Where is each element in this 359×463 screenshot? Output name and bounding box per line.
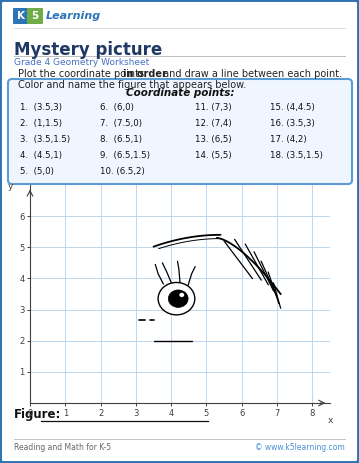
Text: x: x [327,416,333,425]
Text: y: y [8,182,13,191]
Text: Color and name the figure that appears below.: Color and name the figure that appears b… [18,80,246,90]
Text: 15. (4,4.5): 15. (4,4.5) [270,103,315,112]
Text: Mystery picture: Mystery picture [14,41,162,59]
FancyBboxPatch shape [27,8,43,24]
Circle shape [158,282,195,315]
Text: 5: 5 [31,11,39,21]
Text: 13. (6,5): 13. (6,5) [195,135,232,144]
Text: 12. (7,4): 12. (7,4) [195,119,232,128]
Text: 17. (4,2): 17. (4,2) [270,135,307,144]
Text: 6.  (6,0): 6. (6,0) [100,103,134,112]
Text: 18. (3.5,1.5): 18. (3.5,1.5) [270,151,323,160]
Text: 10. (6.5,2): 10. (6.5,2) [100,167,145,176]
Text: 3.  (3.5,1.5): 3. (3.5,1.5) [20,135,70,144]
Text: 4.  (4.5,1): 4. (4.5,1) [20,151,62,160]
Text: Figure:: Figure: [14,408,61,421]
Text: Plot the coordinate points: Plot the coordinate points [18,69,147,79]
Text: 9.  (6.5,1.5): 9. (6.5,1.5) [100,151,150,160]
Text: Coordinate points:: Coordinate points: [126,88,234,98]
Text: 2.  (1,1.5): 2. (1,1.5) [20,119,62,128]
Text: 5.  (5,0): 5. (5,0) [20,167,54,176]
Text: 8.  (6.5,1): 8. (6.5,1) [100,135,142,144]
Text: 11. (7,3): 11. (7,3) [195,103,232,112]
Text: Learning: Learning [46,11,101,21]
Circle shape [179,293,184,297]
Text: Reading and Math for K-5: Reading and Math for K-5 [14,443,111,452]
Text: 7.  (7.5,0): 7. (7.5,0) [100,119,142,128]
Text: © www.k5learning.com: © www.k5learning.com [255,443,345,452]
Text: 1.  (3.5,3): 1. (3.5,3) [20,103,62,112]
Text: 16. (3.5,3): 16. (3.5,3) [270,119,315,128]
FancyBboxPatch shape [13,8,29,24]
FancyBboxPatch shape [8,79,352,184]
Circle shape [168,290,188,307]
Text: in order: in order [123,69,167,79]
Text: and draw a line between each point.: and draw a line between each point. [160,69,342,79]
Text: Grade 4 Geometry Worksheet: Grade 4 Geometry Worksheet [14,58,149,67]
Text: 14. (5,5): 14. (5,5) [195,151,232,160]
Text: K: K [17,11,25,21]
